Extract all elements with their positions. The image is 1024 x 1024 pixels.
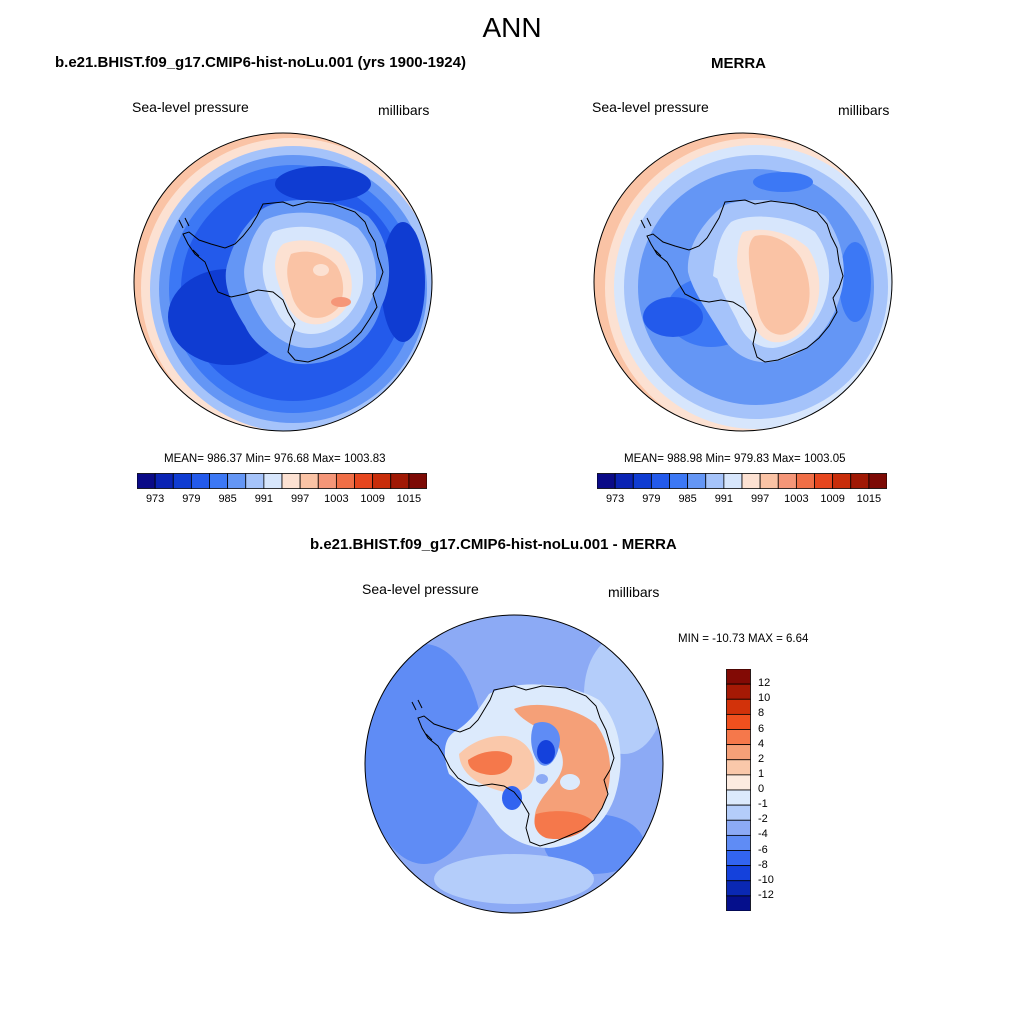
panel-3-units-label: millibars — [608, 584, 660, 600]
colorbar-tick-label: -12 — [758, 888, 774, 901]
colorbar-swatch — [281, 473, 301, 489]
colorbar-swatch — [190, 473, 210, 489]
colorbar-swatch — [597, 473, 616, 489]
colorbar-swatch — [726, 850, 751, 867]
colorbar-swatch — [172, 473, 192, 489]
panel-1-stats: MEAN= 986.37 Min= 976.68 Max= 1003.83 — [164, 453, 386, 465]
colorbar-swatch — [209, 473, 229, 489]
panel-2-stats: MEAN= 988.98 Min= 979.83 Max= 1003.05 — [624, 453, 846, 465]
colorbar-swatch — [632, 473, 652, 489]
colorbar-tick-label: -10 — [758, 873, 774, 886]
colorbar-swatch — [868, 473, 887, 489]
colorbar-tick-label: 979 — [642, 493, 661, 505]
panel-1-polar-map — [133, 132, 433, 432]
colorbar-tick-label: -8 — [758, 858, 768, 871]
colorbar-tick-label: 1015 — [396, 493, 422, 505]
colorbar-swatch — [726, 895, 751, 911]
colorbar-tick-label: 973 — [605, 493, 625, 505]
colorbar-tick-label: 997 — [750, 493, 770, 505]
panel-1-colorbar — [137, 473, 427, 489]
colorbar-swatch — [614, 473, 634, 489]
colorbar-swatch — [723, 473, 743, 489]
panel-3-variable-label: Sea-level pressure — [362, 581, 479, 597]
colorbar-tick-label: 1003 — [784, 493, 809, 505]
colorbar-tick-label: 991 — [714, 493, 734, 505]
colorbar-swatch — [759, 473, 779, 489]
colorbar-swatch — [726, 759, 751, 776]
colorbar-swatch — [372, 473, 392, 489]
colorbar-swatch — [726, 774, 751, 791]
colorbar-tick-label: -2 — [758, 813, 768, 826]
colorbar-swatch — [726, 819, 751, 836]
colorbar-swatch — [726, 804, 751, 821]
colorbar-swatch — [154, 473, 174, 489]
colorbar-swatch — [245, 473, 265, 489]
colorbar-swatch — [137, 473, 156, 489]
colorbar-tick-label: 979 — [182, 493, 201, 505]
colorbar-swatch — [726, 713, 751, 730]
colorbar-tick-label: -4 — [758, 828, 768, 841]
colorbar-tick-label: -1 — [758, 798, 768, 811]
colorbar-tick-label: 12 — [758, 677, 771, 690]
colorbar-swatch — [227, 473, 247, 489]
colorbar-swatch — [408, 473, 427, 489]
colorbar-swatch — [795, 473, 815, 489]
colorbar-swatch — [726, 789, 751, 806]
panel-1-title: b.e21.BHIST.f09_g17.CMIP6-hist-noLu.001 … — [55, 54, 466, 71]
panel-2-colorbar — [597, 473, 887, 489]
panel-3-stats: MIN = -10.73 MAX = 6.64 — [678, 633, 809, 645]
colorbar-tick-label: 8 — [758, 707, 765, 720]
colorbar-swatch — [850, 473, 870, 489]
colorbar-tick-label: 6 — [758, 722, 765, 735]
colorbar-tick-label: 2 — [758, 752, 765, 765]
colorbar-swatch — [726, 683, 751, 700]
colorbar-swatch — [687, 473, 707, 489]
colorbar-swatch — [726, 669, 751, 685]
colorbar-swatch — [390, 473, 410, 489]
colorbar-tick-label: 1009 — [820, 493, 845, 505]
panel-1-variable-label: Sea-level pressure — [132, 99, 249, 115]
colorbar-swatch — [705, 473, 725, 489]
panel-3-title: b.e21.BHIST.f09_g17.CMIP6-hist-noLu.001 … — [310, 536, 677, 553]
panel-2-polar-map — [593, 132, 893, 432]
figure-title: ANN — [482, 12, 542, 43]
colorbar-swatch — [832, 473, 852, 489]
colorbar-swatch — [777, 473, 797, 489]
colorbar-tick-label: 985 — [678, 493, 697, 505]
colorbar-tick-label: 0 — [758, 783, 765, 795]
colorbar-tick-label: 1015 — [856, 493, 882, 505]
colorbar-tick-label: -6 — [758, 843, 768, 856]
colorbar-swatch — [726, 744, 751, 761]
colorbar-tick-label: 1 — [758, 767, 765, 780]
colorbar-swatch — [726, 698, 751, 715]
panel-2-variable-label: Sea-level pressure — [592, 99, 709, 115]
colorbar-tick-label: 4 — [758, 737, 765, 750]
colorbar-swatch — [335, 473, 355, 489]
colorbar-swatch — [741, 473, 761, 489]
colorbar-tick-label: 991 — [254, 493, 274, 505]
panel-3-polar-map — [364, 614, 664, 914]
colorbar-swatch — [317, 473, 337, 489]
panel-1-units-label: millibars — [378, 102, 430, 118]
colorbar-swatch — [726, 834, 751, 851]
colorbar-swatch — [354, 473, 374, 489]
colorbar-tick-label: 973 — [145, 493, 165, 505]
colorbar-swatch — [726, 729, 751, 746]
colorbar-swatch — [669, 473, 689, 489]
panel-3-colorbar — [726, 669, 751, 911]
panel-2-units-label: millibars — [838, 102, 890, 118]
colorbar-swatch — [814, 473, 834, 489]
panel-2-title: MERRA — [711, 55, 766, 72]
colorbar-swatch — [650, 473, 670, 489]
colorbar-tick-label: 10 — [758, 692, 771, 705]
colorbar-tick-label: 985 — [218, 493, 237, 505]
colorbar-tick-label: 1003 — [324, 493, 349, 505]
colorbar-swatch — [726, 865, 751, 882]
colorbar-swatch — [263, 473, 283, 489]
colorbar-swatch — [299, 473, 319, 489]
colorbar-swatch — [726, 880, 751, 897]
colorbar-tick-label: 997 — [290, 493, 310, 505]
colorbar-tick-label: 1009 — [360, 493, 385, 505]
